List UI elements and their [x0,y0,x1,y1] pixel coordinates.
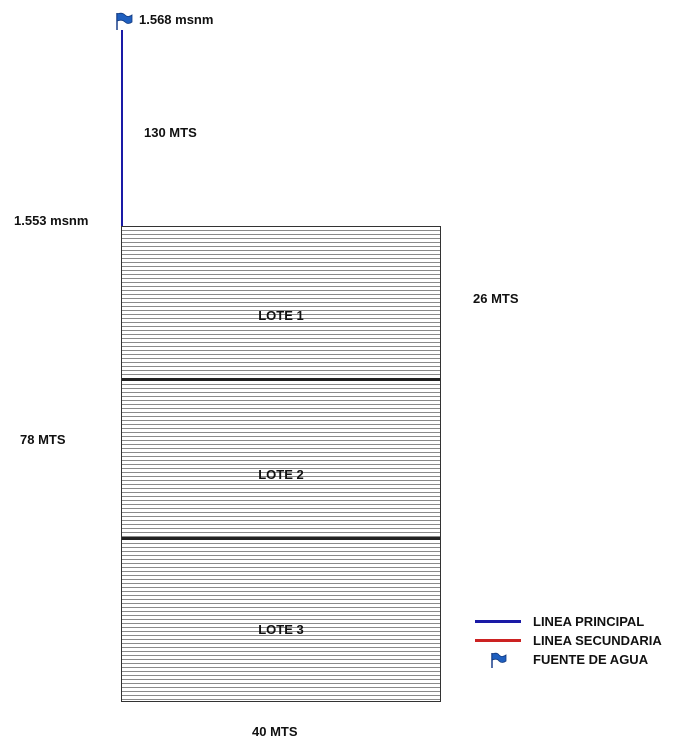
secondary-line-swatch [475,639,521,642]
width-label: 26 MTS [473,291,519,306]
flag-icon [116,12,133,30]
legend-label: FUENTE DE AGUA [533,652,649,667]
main-line-length-label: 130 MTS [144,125,197,140]
lot-divider-1 [122,378,440,381]
lot-3: LOTE 3 [122,540,440,701]
bottom-label: 40 MTS [252,724,298,739]
flag-icon [491,652,507,668]
main-line-swatch [475,620,521,623]
legend: LINEA PRINCIPAL LINEA SECUNDARIA FUENTE … [475,612,662,669]
lot-divider-2 [122,537,440,540]
legend-item-main-line: LINEA PRINCIPAL [475,612,662,631]
lot-2-label: LOTE 2 [258,467,304,482]
legend-label: LINEA PRINCIPAL [533,614,645,629]
lot-1-label: LOTE 1 [258,308,304,323]
lot-1: LOTE 1 [122,227,440,378]
lot-3-label: LOTE 3 [258,622,304,637]
height-label: 78 MTS [20,432,66,447]
lots-block: LOTE 1 LOTE 2 LOTE 3 [121,226,441,702]
top-elevation-label: 1.568 msnm [139,12,214,27]
legend-item-secondary-line: LINEA SECUNDARIA [475,631,662,650]
lot-2: LOTE 2 [122,381,440,537]
legend-item-water-source: FUENTE DE AGUA [475,650,662,669]
mid-elevation-label: 1.553 msnm [14,213,89,228]
legend-label: LINEA SECUNDARIA [533,633,662,648]
